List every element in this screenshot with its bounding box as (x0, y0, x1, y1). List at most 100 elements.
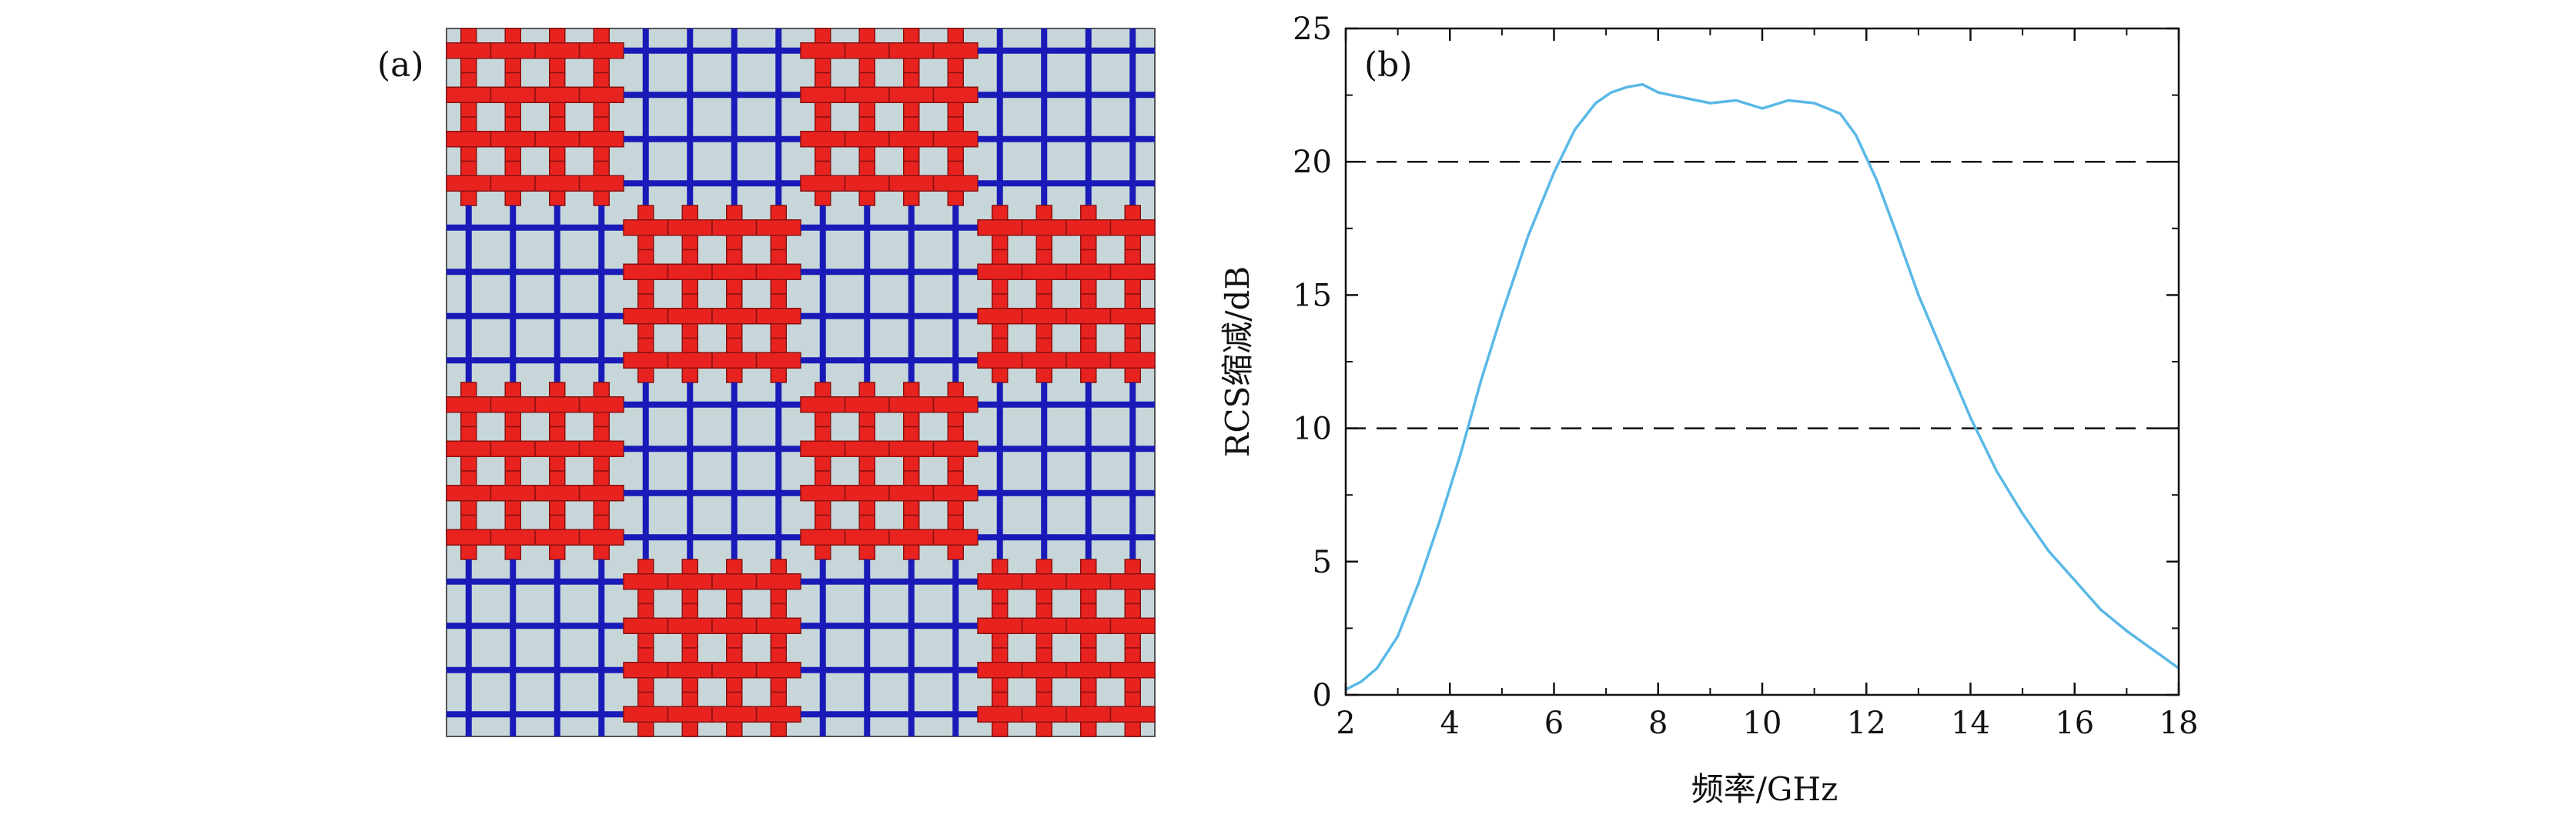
red-cross-unit (1021, 603, 1067, 649)
red-cross-unit (623, 337, 669, 383)
red-cross-center (638, 663, 653, 677)
panel-b-label: (b) (1364, 45, 1413, 85)
red-cross-unit (977, 249, 1023, 295)
red-cross-unit (534, 426, 580, 472)
red-cross-unit (711, 337, 758, 383)
red-cross-unit (1109, 691, 1156, 737)
red-cross-unit (667, 337, 713, 383)
red-cross-block (623, 205, 801, 383)
red-cross-center (1037, 220, 1052, 235)
x-tick-label: 18 (2159, 706, 2199, 741)
red-cross-center (992, 574, 1007, 589)
red-cross-unit (888, 28, 935, 74)
red-cross-center (992, 220, 1007, 235)
blue-grid-line (801, 666, 978, 673)
red-cross-center (727, 309, 741, 323)
red-cross-center (992, 663, 1007, 677)
red-cross-center (1126, 220, 1140, 235)
red-cross-unit (534, 514, 580, 560)
blue-grid-block (624, 382, 801, 559)
red-cross-center (461, 43, 476, 58)
red-cross-unit (446, 470, 492, 516)
red-cross-center (1126, 353, 1140, 368)
x-tick-label: 14 (1951, 706, 1990, 741)
red-cross-center (550, 442, 564, 456)
blue-grid-line (978, 446, 1155, 452)
blue-grid-line (465, 559, 472, 736)
red-cross-unit (1066, 205, 1112, 251)
red-cross-center (1126, 265, 1140, 279)
red-cross-center (461, 176, 476, 191)
red-cross-unit (534, 72, 580, 118)
red-cross-unit (1109, 337, 1156, 383)
blue-grid-line (554, 205, 560, 382)
red-cross-unit (844, 470, 890, 516)
blue-grid-block (978, 382, 1155, 559)
red-cross-unit (932, 426, 979, 472)
red-cross-center (506, 442, 520, 456)
red-cross-unit (1021, 205, 1067, 251)
red-cross-unit (755, 337, 801, 383)
blue-grid-line (775, 28, 782, 205)
red-cross-block (977, 205, 1156, 383)
red-cross-center (860, 442, 875, 456)
red-cross-unit (1066, 293, 1112, 339)
red-cross-center (461, 530, 476, 545)
red-cross-center (771, 574, 786, 589)
red-cross-center (461, 132, 476, 146)
blue-grid-line (1129, 382, 1136, 559)
red-cross-block (800, 382, 979, 560)
red-cross-center (506, 88, 520, 102)
red-cross-center (904, 530, 918, 545)
red-cross-center (550, 43, 564, 58)
red-cross-center (948, 486, 963, 500)
red-cross-center (638, 574, 653, 589)
blue-grid-line (687, 28, 694, 205)
red-cross-center (1081, 707, 1096, 722)
red-cross-unit (623, 205, 669, 251)
red-cross-center (815, 132, 830, 146)
red-cross-unit (534, 470, 580, 516)
blue-grid-line (447, 666, 624, 673)
red-cross-center (683, 663, 698, 677)
x-axis-title: 频率/GHz (1691, 770, 1838, 808)
blue-grid-line (801, 357, 978, 364)
blue-grid-line (624, 180, 801, 187)
red-cross-unit (623, 691, 669, 737)
red-cross-center (948, 397, 963, 412)
red-cross-block (623, 559, 801, 737)
x-tick-label: 16 (2055, 706, 2094, 741)
red-cross-unit (578, 160, 624, 206)
blue-grid-line (624, 446, 801, 452)
blue-grid-line (978, 401, 1155, 408)
red-cross-center (1081, 309, 1096, 323)
red-cross-center (638, 265, 653, 279)
red-cross-center (727, 265, 741, 279)
blue-grid-line (598, 205, 605, 382)
blue-grid-line (908, 205, 915, 382)
series-line-0 (1345, 82, 2180, 691)
x-tick-label: 4 (1440, 706, 1460, 741)
blue-grid-block (801, 559, 978, 736)
red-cross-center (1126, 707, 1140, 722)
red-cross-center (1081, 353, 1096, 368)
blue-grid-line (447, 623, 624, 629)
red-cross-center (594, 397, 609, 412)
red-cross-unit (711, 691, 758, 737)
blue-grid-line (801, 224, 978, 231)
plot-frame (1344, 27, 2180, 696)
red-cross-unit (711, 293, 758, 339)
red-cross-center (594, 442, 609, 456)
blue-grid-line (447, 224, 624, 231)
x-tick-label: 6 (1544, 706, 1564, 741)
red-cross-center (550, 132, 564, 146)
red-cross-center (815, 397, 830, 412)
blue-grid-line (447, 357, 624, 364)
red-cross-unit (800, 514, 846, 560)
red-cross-center (1126, 574, 1140, 589)
red-cross-center (683, 619, 698, 633)
blue-grid-line (801, 269, 978, 275)
blue-grid-block (447, 205, 624, 382)
red-cross-center (638, 309, 653, 323)
